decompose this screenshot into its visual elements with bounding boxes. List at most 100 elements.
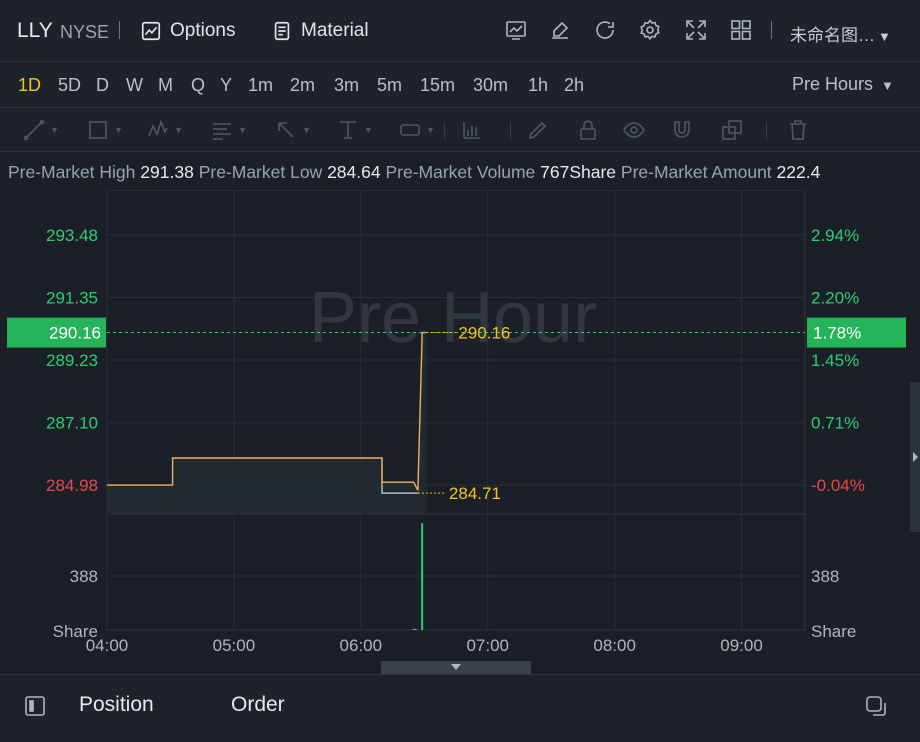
bottom-panel-tabs: Position Order	[0, 674, 920, 742]
arrow-tool-icon[interactable]: ▼	[274, 118, 311, 142]
period-7[interactable]: 1m	[248, 75, 274, 95]
stock-symbol[interactable]: LLY	[17, 19, 53, 42]
chevron-down-icon: ▼	[878, 29, 891, 44]
current-price-badge-label: 290.16	[49, 324, 101, 343]
rectangle-tool-icon[interactable]: ▼	[86, 118, 123, 142]
fullscreen-icon[interactable]	[683, 17, 709, 43]
pre-market-low-value: 284.64	[327, 162, 381, 182]
period-11[interactable]: 15m	[420, 75, 456, 95]
period-8[interactable]: 2m	[290, 75, 316, 95]
trash-icon[interactable]	[786, 118, 810, 142]
period-4[interactable]: M	[158, 75, 173, 95]
popout-icon[interactable]	[865, 695, 887, 722]
pre-market-volume-value: 767Share	[540, 162, 617, 182]
panel-toggle-icon[interactable]	[24, 695, 46, 722]
y-tick-left: 291.35	[46, 289, 98, 308]
pre-market-volume-label: Pre-Market Volume	[385, 162, 536, 182]
chevron-down-icon: ▼	[174, 125, 183, 135]
chevron-down-icon: ▼	[238, 125, 247, 135]
current-pct-badge-label: 1.78%	[813, 324, 861, 343]
chevron-down-icon: ▼	[114, 125, 123, 135]
drawing-toolbar: ▼ ▼ ▼ ▼ ▼ ▼ ▼	[0, 108, 920, 152]
toolbar-divider	[766, 122, 767, 140]
layout-name-dropdown[interactable]: 未命名图… ▼	[790, 21, 891, 46]
draw-icon[interactable]	[547, 17, 573, 43]
volume-tick-left: 388	[70, 567, 98, 586]
chevron-down-icon: ▼	[50, 125, 59, 135]
volume-axis-label-left: Share	[53, 622, 98, 641]
period-0[interactable]: 1D	[18, 75, 42, 95]
y-tick-right: 2.94%	[811, 226, 859, 245]
period-9[interactable]: 3m	[334, 75, 360, 95]
pre-market-stats: Pre-Market High 291.38 Pre-Market Low 28…	[0, 152, 920, 190]
y-tick-right: 0.71%	[811, 414, 859, 433]
options-icon	[141, 21, 161, 41]
pre-market-amount-value: 222.4	[776, 162, 821, 182]
toolbar-divider	[444, 122, 445, 140]
volume-bar	[412, 628, 415, 630]
x-tick-label: 09:00	[720, 636, 763, 655]
plot-frame	[106, 189, 806, 631]
x-tick-label: 04:00	[86, 636, 129, 655]
volume-bar	[421, 523, 424, 630]
period-6[interactable]: Y	[220, 75, 233, 95]
period-10[interactable]: 5m	[377, 75, 403, 95]
period-2[interactable]: D	[96, 75, 109, 95]
indicator-icon[interactable]	[503, 17, 529, 43]
y-tick-left: 293.48	[46, 226, 98, 245]
y-tick-left: 289.23	[46, 351, 98, 370]
y-tick-right: 2.20%	[811, 289, 859, 308]
x-tick-label: 07:00	[466, 636, 509, 655]
fibonacci-tool-icon[interactable]: ▼	[210, 118, 247, 142]
y-tick-left: 284.98	[46, 476, 98, 495]
eye-icon[interactable]	[622, 118, 646, 142]
pen-icon[interactable]	[526, 118, 550, 142]
watermark: Pre Hour	[309, 278, 597, 358]
tab-order[interactable]: Order	[231, 693, 285, 716]
period-12[interactable]: 30m	[473, 75, 509, 95]
period-selector: Pre Hours ▼ 1D 5D D W M Q Y 1m 2m 3m 5m 15m 30m 1h 2h	[0, 62, 920, 108]
pre-market-low-label: Pre-Market Low	[198, 162, 323, 182]
price-chart[interactable]: Pre Hour 290.16 284.71 293.48 2.94% 291.35 2.2…	[0, 189, 920, 674]
period-3[interactable]: W	[126, 75, 143, 95]
refresh-icon[interactable]	[592, 17, 618, 43]
period-13[interactable]: 1h	[528, 75, 549, 95]
session-dropdown[interactable]: Pre Hours ▼	[792, 74, 894, 95]
current-price-badge	[7, 317, 106, 348]
tab-position[interactable]: Position	[79, 693, 154, 716]
volume-bar	[414, 628, 417, 630]
chevron-right-icon	[913, 452, 918, 462]
pattern-tool-icon[interactable]: ▼	[146, 118, 183, 142]
chevron-down-icon	[451, 664, 461, 670]
clone-icon[interactable]	[720, 118, 744, 142]
y-tick-right: -0.04%	[811, 476, 865, 495]
line-tool-icon[interactable]: ▼	[22, 118, 59, 142]
y-tick-right: 1.45%	[811, 351, 859, 370]
options-label: Options	[170, 20, 236, 41]
header-divider	[771, 21, 772, 39]
chevron-down-icon: ▼	[881, 78, 894, 93]
period-14[interactable]: 2h	[564, 75, 585, 95]
magnet-icon[interactable]	[670, 118, 694, 142]
material-button[interactable]: Material	[271, 18, 369, 44]
top-toolbar: LLY NYSE Options Material 未命名图… ▼	[0, 0, 920, 62]
price-label-tool-icon[interactable]: ▼	[398, 118, 435, 142]
exchange-label: NYSE	[60, 22, 110, 42]
x-tick-label: 06:00	[340, 636, 383, 655]
volume-tick-right: 388	[811, 567, 839, 586]
period-1[interactable]: 5D	[58, 75, 82, 95]
period-5[interactable]: Q	[191, 75, 206, 95]
chevron-down-icon: ▼	[364, 125, 373, 135]
options-button[interactable]: Options	[140, 18, 235, 44]
settings-icon[interactable]	[637, 17, 663, 43]
measure-tool-icon[interactable]: ▼	[336, 118, 373, 142]
pre-market-high-value: 291.38	[140, 162, 194, 182]
layout-grid-icon[interactable]	[728, 17, 754, 43]
lock-icon[interactable]	[576, 118, 600, 142]
low-annotation-label: 284.71	[449, 484, 501, 503]
chart-area[interactable]: Pre Hour 290.16 284.71 293.48 2.94% 291.35 2.2…	[0, 189, 920, 674]
price-line	[107, 331, 427, 491]
chart-type-icon[interactable]	[460, 118, 484, 142]
material-icon	[274, 21, 290, 41]
pre-market-high-label: Pre-Market High	[8, 162, 136, 182]
